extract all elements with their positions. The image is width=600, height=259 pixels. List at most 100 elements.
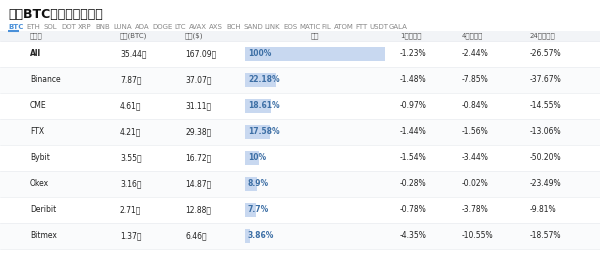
Text: -13.06%: -13.06%	[530, 127, 562, 136]
Text: 6.46亿: 6.46亿	[185, 232, 206, 241]
Text: -1.44%: -1.44%	[400, 127, 427, 136]
Text: Bitmex: Bitmex	[30, 232, 57, 241]
Text: LTC: LTC	[174, 24, 185, 30]
Text: 3.86%: 3.86%	[248, 232, 274, 241]
Text: -3.44%: -3.44%	[462, 154, 489, 162]
Text: AVAX: AVAX	[189, 24, 207, 30]
Text: ADA: ADA	[135, 24, 149, 30]
Bar	[245, 177, 257, 191]
Text: 3.55万: 3.55万	[120, 154, 142, 162]
Text: -1.48%: -1.48%	[400, 76, 427, 84]
Text: BTC: BTC	[8, 24, 23, 30]
Text: -0.84%: -0.84%	[462, 102, 489, 111]
Bar	[0, 93, 600, 119]
Bar	[245, 229, 250, 243]
Text: ETH: ETH	[26, 24, 40, 30]
Bar	[0, 119, 600, 145]
Bar	[0, 145, 600, 171]
Text: -23.49%: -23.49%	[530, 179, 562, 189]
Text: 4.61万: 4.61万	[120, 102, 142, 111]
Text: 全网BTC合约实盘持仓量: 全网BTC合约实盘持仓量	[8, 8, 103, 21]
Text: 1小时变化: 1小时变化	[400, 33, 421, 39]
Text: 167.09亿: 167.09亿	[185, 49, 216, 59]
Text: GALA: GALA	[389, 24, 408, 30]
Bar	[0, 41, 600, 67]
Bar	[245, 73, 276, 87]
Text: 7.7%: 7.7%	[248, 205, 269, 214]
Text: 交易所: 交易所	[30, 33, 43, 39]
Text: -3.78%: -3.78%	[462, 205, 489, 214]
Text: 10%: 10%	[248, 154, 266, 162]
Text: 22.18%: 22.18%	[248, 76, 280, 84]
Text: -37.67%: -37.67%	[530, 76, 562, 84]
Text: -0.28%: -0.28%	[400, 179, 427, 189]
Text: Binance: Binance	[30, 76, 61, 84]
Text: -0.02%: -0.02%	[462, 179, 489, 189]
Text: 7.87万: 7.87万	[120, 76, 142, 84]
Text: 1.37万: 1.37万	[120, 232, 142, 241]
Text: 4小时变化: 4小时变化	[462, 33, 484, 39]
Bar	[0, 223, 600, 249]
Text: 8.9%: 8.9%	[248, 179, 269, 189]
Text: -0.97%: -0.97%	[400, 102, 427, 111]
Bar	[0, 67, 600, 93]
Text: USDT: USDT	[369, 24, 388, 30]
Text: 14.87亿: 14.87亿	[185, 179, 211, 189]
Text: FIL: FIL	[321, 24, 331, 30]
Bar	[0, 171, 600, 197]
Text: -50.20%: -50.20%	[530, 154, 562, 162]
Text: 16.72亿: 16.72亿	[185, 154, 211, 162]
Text: DOGE: DOGE	[152, 24, 172, 30]
Text: -7.85%: -7.85%	[462, 76, 489, 84]
Text: FTX: FTX	[30, 127, 44, 136]
Bar	[245, 47, 385, 61]
Text: -4.35%: -4.35%	[400, 232, 427, 241]
Bar	[245, 151, 259, 165]
Text: BNB: BNB	[95, 24, 110, 30]
Text: 3.16万: 3.16万	[120, 179, 142, 189]
Text: MATIC: MATIC	[299, 24, 320, 30]
Text: AXS: AXS	[209, 24, 223, 30]
Bar	[245, 125, 269, 139]
Text: 100%: 100%	[248, 49, 271, 59]
Text: 37.07亿: 37.07亿	[185, 76, 212, 84]
Text: SAND: SAND	[243, 24, 263, 30]
Text: XRP: XRP	[78, 24, 92, 30]
Text: -0.78%: -0.78%	[400, 205, 427, 214]
Text: -1.56%: -1.56%	[462, 127, 489, 136]
Text: -1.54%: -1.54%	[400, 154, 427, 162]
Text: -14.55%: -14.55%	[530, 102, 562, 111]
Text: 持仓(BTC): 持仓(BTC)	[120, 33, 148, 39]
Text: 12.88亿: 12.88亿	[185, 205, 211, 214]
Text: -2.44%: -2.44%	[462, 49, 489, 59]
Text: All: All	[30, 49, 41, 59]
Text: 17.58%: 17.58%	[248, 127, 280, 136]
Text: EOS: EOS	[283, 24, 297, 30]
Text: -9.81%: -9.81%	[530, 205, 557, 214]
Bar	[0, 197, 600, 223]
Text: Bybit: Bybit	[30, 154, 50, 162]
Text: CME: CME	[30, 102, 47, 111]
Text: 18.61%: 18.61%	[248, 102, 280, 111]
Text: ATOM: ATOM	[334, 24, 354, 30]
Text: -26.57%: -26.57%	[530, 49, 562, 59]
Text: BCH: BCH	[226, 24, 241, 30]
Text: 持仓($): 持仓($)	[185, 33, 203, 39]
Text: DOT: DOT	[61, 24, 76, 30]
Text: 2.71万: 2.71万	[120, 205, 142, 214]
Text: Okex: Okex	[30, 179, 49, 189]
Text: 24小时变化: 24小时变化	[530, 33, 556, 39]
Text: 29.38亿: 29.38亿	[185, 127, 211, 136]
Bar	[0, 31, 600, 41]
Text: -10.55%: -10.55%	[462, 232, 494, 241]
Text: -1.23%: -1.23%	[400, 49, 427, 59]
Text: LUNA: LUNA	[113, 24, 131, 30]
Text: 占比: 占比	[311, 33, 319, 39]
Text: 31.11亿: 31.11亿	[185, 102, 211, 111]
Text: 4.21万: 4.21万	[120, 127, 142, 136]
Bar	[245, 99, 271, 113]
Bar	[245, 203, 256, 217]
Text: Deribit: Deribit	[30, 205, 56, 214]
Text: -18.57%: -18.57%	[530, 232, 562, 241]
Text: LINK: LINK	[264, 24, 280, 30]
